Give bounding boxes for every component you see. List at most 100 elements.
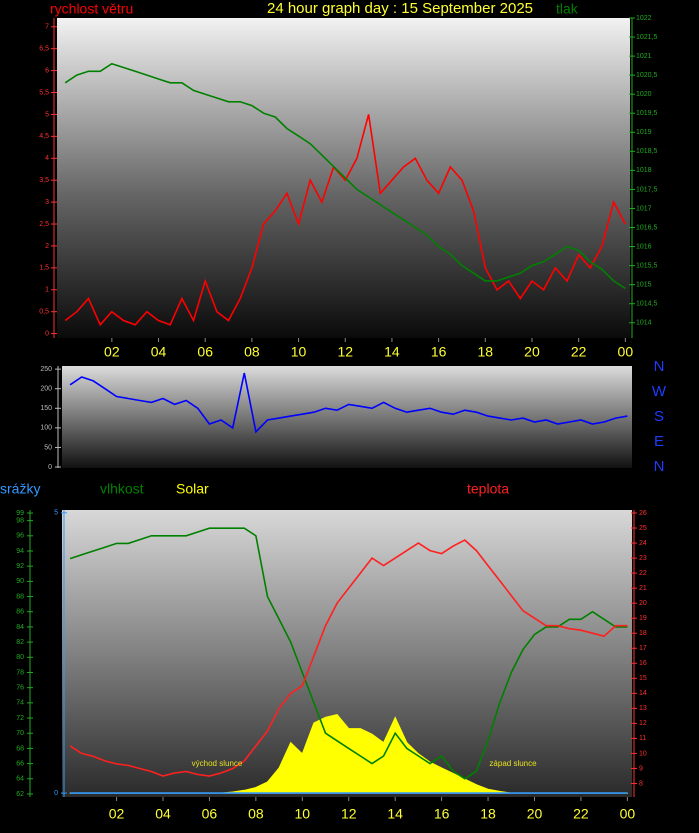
x-tick-label: 16 — [434, 806, 450, 822]
tick-label: 2,5 — [39, 221, 49, 228]
tick-label: 1019,5 — [636, 110, 658, 117]
tick-label: 4,5 — [39, 133, 49, 140]
x-tick-label: 10 — [291, 344, 307, 360]
tick-label: 66 — [16, 760, 24, 767]
tick-label: 1015,5 — [636, 262, 658, 269]
tick-label: 1021,5 — [636, 34, 658, 41]
tick-label: 100 — [40, 425, 52, 432]
tick-label: 74 — [16, 700, 24, 707]
x-tick-label: 04 — [151, 344, 167, 360]
tick-label: 5 — [54, 510, 58, 517]
tick-label: 70 — [16, 730, 24, 737]
annotation: východ slunce — [192, 759, 243, 768]
x-tick-label: 12 — [337, 344, 353, 360]
panel-direction — [62, 366, 632, 468]
tick-label: 19 — [639, 615, 647, 622]
legend-label: teplota — [467, 481, 509, 497]
legend-label: vlhkost — [100, 481, 144, 497]
tick-label: 23 — [639, 555, 647, 562]
tick-label: 88 — [16, 593, 24, 600]
tick-label: 90 — [16, 578, 24, 585]
tick-label: 1021 — [636, 53, 652, 60]
tick-label: 6,5 — [39, 46, 49, 53]
line — [64, 62, 626, 290]
tick-label: 24 — [639, 540, 647, 547]
tick-label: 1 — [45, 287, 49, 294]
tick-label: 1014 — [636, 320, 652, 327]
tick-label: 1016,5 — [636, 224, 658, 231]
tick-label: 22 — [639, 570, 647, 577]
x-tick-label: 16 — [431, 344, 447, 360]
tick-label: 98 — [16, 517, 24, 524]
tick-label: 92 — [16, 563, 24, 570]
tick-label: 16 — [639, 660, 647, 667]
tick-label: 13 — [639, 705, 647, 712]
tick-label: 10 — [639, 750, 647, 757]
tick-label: 25 — [639, 525, 647, 532]
tick-label: 1022 — [636, 15, 652, 22]
tick-label: 0 — [54, 790, 58, 797]
tick-label: 11 — [639, 735, 646, 742]
x-tick-label: 20 — [527, 806, 543, 822]
tick-label: 7 — [45, 24, 49, 31]
tick-label: 0 — [48, 464, 52, 471]
line — [69, 539, 628, 777]
tick-label: 94 — [16, 548, 24, 555]
tick-label: 21 — [639, 585, 647, 592]
tick-label: 18 — [639, 630, 647, 637]
tick-label: 84 — [16, 624, 24, 631]
tick-label: 1017 — [636, 205, 652, 212]
tick-label: 5,5 — [39, 89, 49, 96]
tick-label: 8 — [639, 780, 643, 787]
tick-label: 1014,5 — [636, 301, 658, 308]
legend-label: srážky — [0, 481, 40, 497]
x-tick-label: 14 — [387, 806, 403, 822]
annotation: západ slunce — [489, 759, 537, 768]
tick-label: 3,5 — [39, 177, 49, 184]
tick-label: 2 — [45, 243, 49, 250]
tick-label: 26 — [639, 510, 647, 517]
compass-label: W — [652, 383, 667, 400]
line — [69, 527, 628, 780]
tick-label: 150 — [40, 405, 52, 412]
x-tick-label: 18 — [478, 344, 494, 360]
x-tick-label: 02 — [104, 344, 120, 360]
tick-label: 14 — [639, 690, 647, 697]
compass-label: S — [654, 408, 664, 425]
tick-label: 1018 — [636, 167, 652, 174]
tick-label: 0,5 — [39, 309, 49, 316]
tick-label: 99 — [16, 510, 24, 517]
tick-label: 6 — [45, 67, 49, 74]
tick-label: 76 — [16, 685, 24, 692]
legend-label: Solar — [176, 481, 209, 497]
line — [69, 372, 628, 434]
x-tick-label: 22 — [571, 344, 587, 360]
tick-label: 50 — [44, 444, 52, 451]
x-tick-label: 00 — [620, 806, 636, 822]
x-tick-label: 10 — [295, 806, 311, 822]
tick-label: 1019 — [636, 129, 652, 136]
line — [64, 114, 627, 327]
tick-label: 0 — [45, 330, 49, 337]
compass-label: N — [654, 358, 665, 375]
tick-label: 86 — [16, 609, 24, 616]
x-tick-label: 12 — [341, 806, 357, 822]
tick-label: 12 — [639, 720, 647, 727]
x-tick-label: 14 — [384, 344, 400, 360]
tick-label: 62 — [16, 791, 24, 798]
x-tick-label: 06 — [197, 344, 213, 360]
tick-label: 64 — [16, 776, 24, 783]
tick-label: 80 — [16, 654, 24, 661]
compass-label: E — [654, 433, 664, 450]
tick-label: 200 — [40, 386, 52, 393]
tick-label: 1016 — [636, 243, 652, 250]
tick-label: 72 — [16, 715, 24, 722]
legend-label: tlak — [556, 1, 579, 17]
tick-label: 1017,5 — [636, 186, 658, 193]
tick-label: 1020,5 — [636, 72, 658, 79]
tick-label: 3 — [45, 199, 49, 206]
tick-label: 15 — [639, 675, 647, 682]
x-tick-label: 22 — [573, 806, 589, 822]
